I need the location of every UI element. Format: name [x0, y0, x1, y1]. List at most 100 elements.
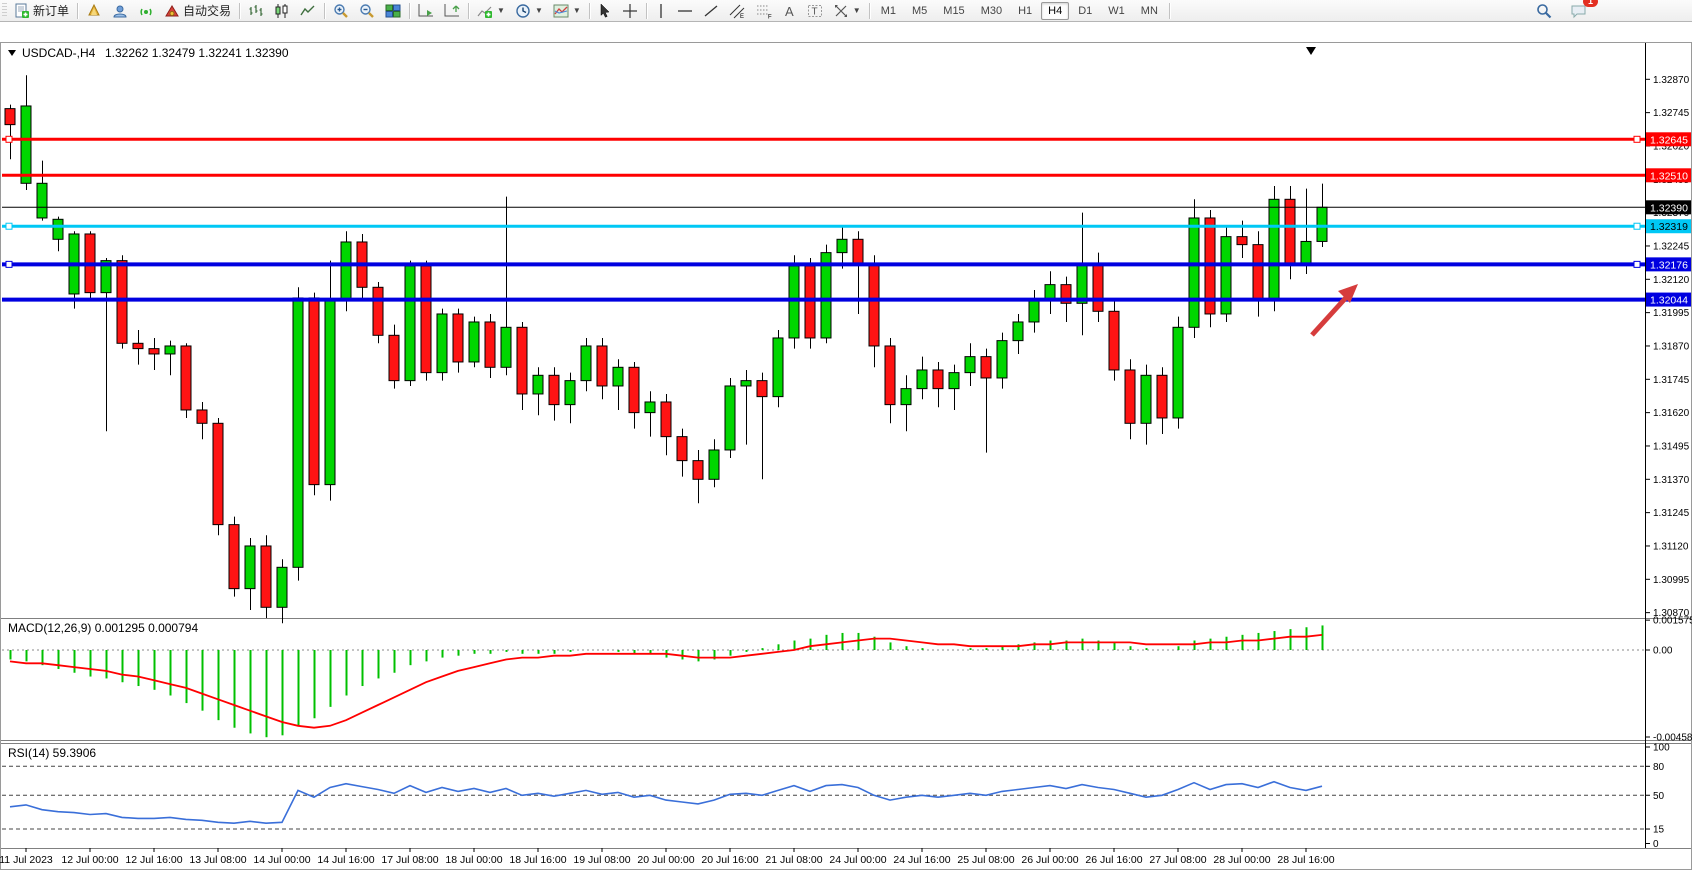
auto-scroll-button[interactable] [413, 0, 439, 22]
chart-border [0, 42, 1692, 870]
chart-shift-marker[interactable] [1306, 47, 1316, 55]
search-button[interactable] [1531, 0, 1557, 22]
tile-windows-button[interactable] [380, 0, 406, 22]
periods-button[interactable]: ▼ [510, 0, 548, 22]
candle-bear [852, 238, 864, 264]
time-label: 18 Jul 16:00 [509, 854, 566, 866]
price-line-label: 1.32390 [1650, 202, 1688, 214]
candle-bear [1252, 244, 1264, 302]
equidistant-channel-button[interactable]: E [724, 0, 751, 22]
time-label: 19 Jul 08:00 [573, 854, 630, 866]
periods-icon [516, 3, 530, 18]
price-line-label-box [1646, 132, 1691, 147]
line-chart-button[interactable] [295, 0, 321, 22]
symbol-dropdown-icon[interactable] [8, 50, 16, 56]
chat-button[interactable]: 1 [1565, 0, 1598, 22]
toolbar-separator [468, 2, 470, 19]
candlestick-icon [275, 3, 288, 18]
candle-bull [644, 401, 656, 414]
zoom-out-button[interactable] [354, 0, 380, 22]
macd-signal-line [9, 634, 1323, 729]
line-handle[interactable] [5, 222, 13, 230]
community-button[interactable] [107, 0, 133, 22]
time-label: 11 Jul 2023 [0, 854, 53, 866]
auto-trading-button[interactable]: 自动交易 [159, 0, 236, 22]
market-button[interactable] [81, 0, 107, 22]
rsi-line [9, 780, 1323, 825]
candle-bull [36, 182, 48, 219]
candle-bear [1124, 369, 1136, 424]
line-handle[interactable] [5, 260, 13, 268]
arrow-annotation-head[interactable] [1338, 284, 1358, 303]
candle-bull [1012, 321, 1024, 342]
line-handle[interactable] [1633, 135, 1641, 143]
candle-bear [260, 545, 272, 608]
chat-icon [1571, 5, 1586, 18]
timeframe-m15[interactable]: M15 [943, 4, 965, 17]
new-order-button[interactable]: 新订单 [9, 0, 74, 22]
templates-button[interactable]: ▼ [548, 0, 586, 22]
toolbar-grip [2, 3, 7, 18]
trendline-button[interactable] [698, 0, 724, 22]
candle-bull [468, 321, 480, 363]
timeframe-m30[interactable]: M30 [980, 4, 1003, 17]
timeframe-h1[interactable]: H1 [1018, 4, 1033, 17]
time-label: 18 Jul 00:00 [445, 854, 502, 866]
zoom-out-icon [360, 3, 374, 18]
candle-bear [756, 380, 768, 398]
indicators-button[interactable]: ▼ [472, 0, 510, 22]
timeframe-mn[interactable]: MN [1140, 4, 1158, 17]
arrows-tool-button[interactable]: ▼ [828, 0, 866, 22]
chart-svg: 1.328701.327451.326201.324951.323701.322… [0, 42, 1692, 870]
candle-bear [884, 345, 896, 406]
crosshair-button[interactable] [617, 0, 643, 22]
candle-bear [628, 366, 640, 414]
candlestick-button[interactable] [269, 0, 295, 22]
toolbar-separator [324, 2, 326, 19]
rsi-axis-label: 80 [1653, 762, 1665, 773]
candle-bull [500, 326, 512, 368]
toolbar-separator [77, 2, 79, 19]
text-label-button[interactable]: T [802, 0, 828, 22]
candle-bull [340, 241, 352, 302]
arrows-tool-icon [834, 4, 847, 17]
chart-shift-button[interactable] [439, 0, 465, 22]
price-line-label: 1.32176 [1650, 259, 1688, 271]
candle-bear [660, 401, 672, 438]
vertical-line-button[interactable] [650, 0, 672, 22]
price-line-label: 1.32319 [1650, 221, 1688, 233]
line-handle[interactable] [1633, 260, 1641, 268]
svg-text:T: T [811, 6, 817, 17]
chart-window: 1.328701.327451.326201.324951.323701.322… [0, 21, 1692, 870]
text-button[interactable]: A [778, 0, 802, 22]
candle-bear [868, 262, 880, 347]
line-handle[interactable] [1633, 222, 1641, 230]
timeframe-h4[interactable]: H4 [1041, 1, 1070, 20]
fibonacci-icon: F [756, 5, 772, 19]
price-line-label-box [1646, 200, 1691, 215]
candle-bear [372, 286, 384, 336]
time-label: 21 Jul 08:00 [765, 854, 822, 866]
dropdown-arrow-icon: ▼ [852, 6, 861, 15]
candle-bull [1172, 326, 1184, 419]
timeframe-m1[interactable]: M1 [880, 4, 896, 17]
candle-bull [916, 369, 928, 390]
price-line-label-box [1646, 219, 1691, 234]
candle-bull [100, 260, 112, 294]
timeframe-m5[interactable]: M5 [912, 4, 928, 17]
bar-chart-button[interactable] [243, 0, 269, 22]
zoom-in-button[interactable] [328, 0, 354, 22]
timeframe-group: M1 M5 M15 M30 H1 H4 D1 W1 MN [873, 0, 1166, 21]
timeframe-w1[interactable]: W1 [1108, 4, 1125, 17]
signals-button[interactable] [133, 0, 159, 22]
timeframe-d1[interactable]: D1 [1078, 4, 1093, 17]
time-label: 12 Jul 16:00 [125, 854, 182, 866]
line-handle[interactable] [5, 135, 13, 143]
candle-bear [420, 265, 432, 374]
horizontal-line-button[interactable] [672, 0, 698, 22]
candle-bull [900, 388, 912, 406]
candle-bear [388, 334, 400, 382]
fibonacci-button[interactable]: F [751, 0, 778, 22]
cursor-button[interactable] [593, 0, 617, 22]
indicators-icon [477, 6, 493, 18]
